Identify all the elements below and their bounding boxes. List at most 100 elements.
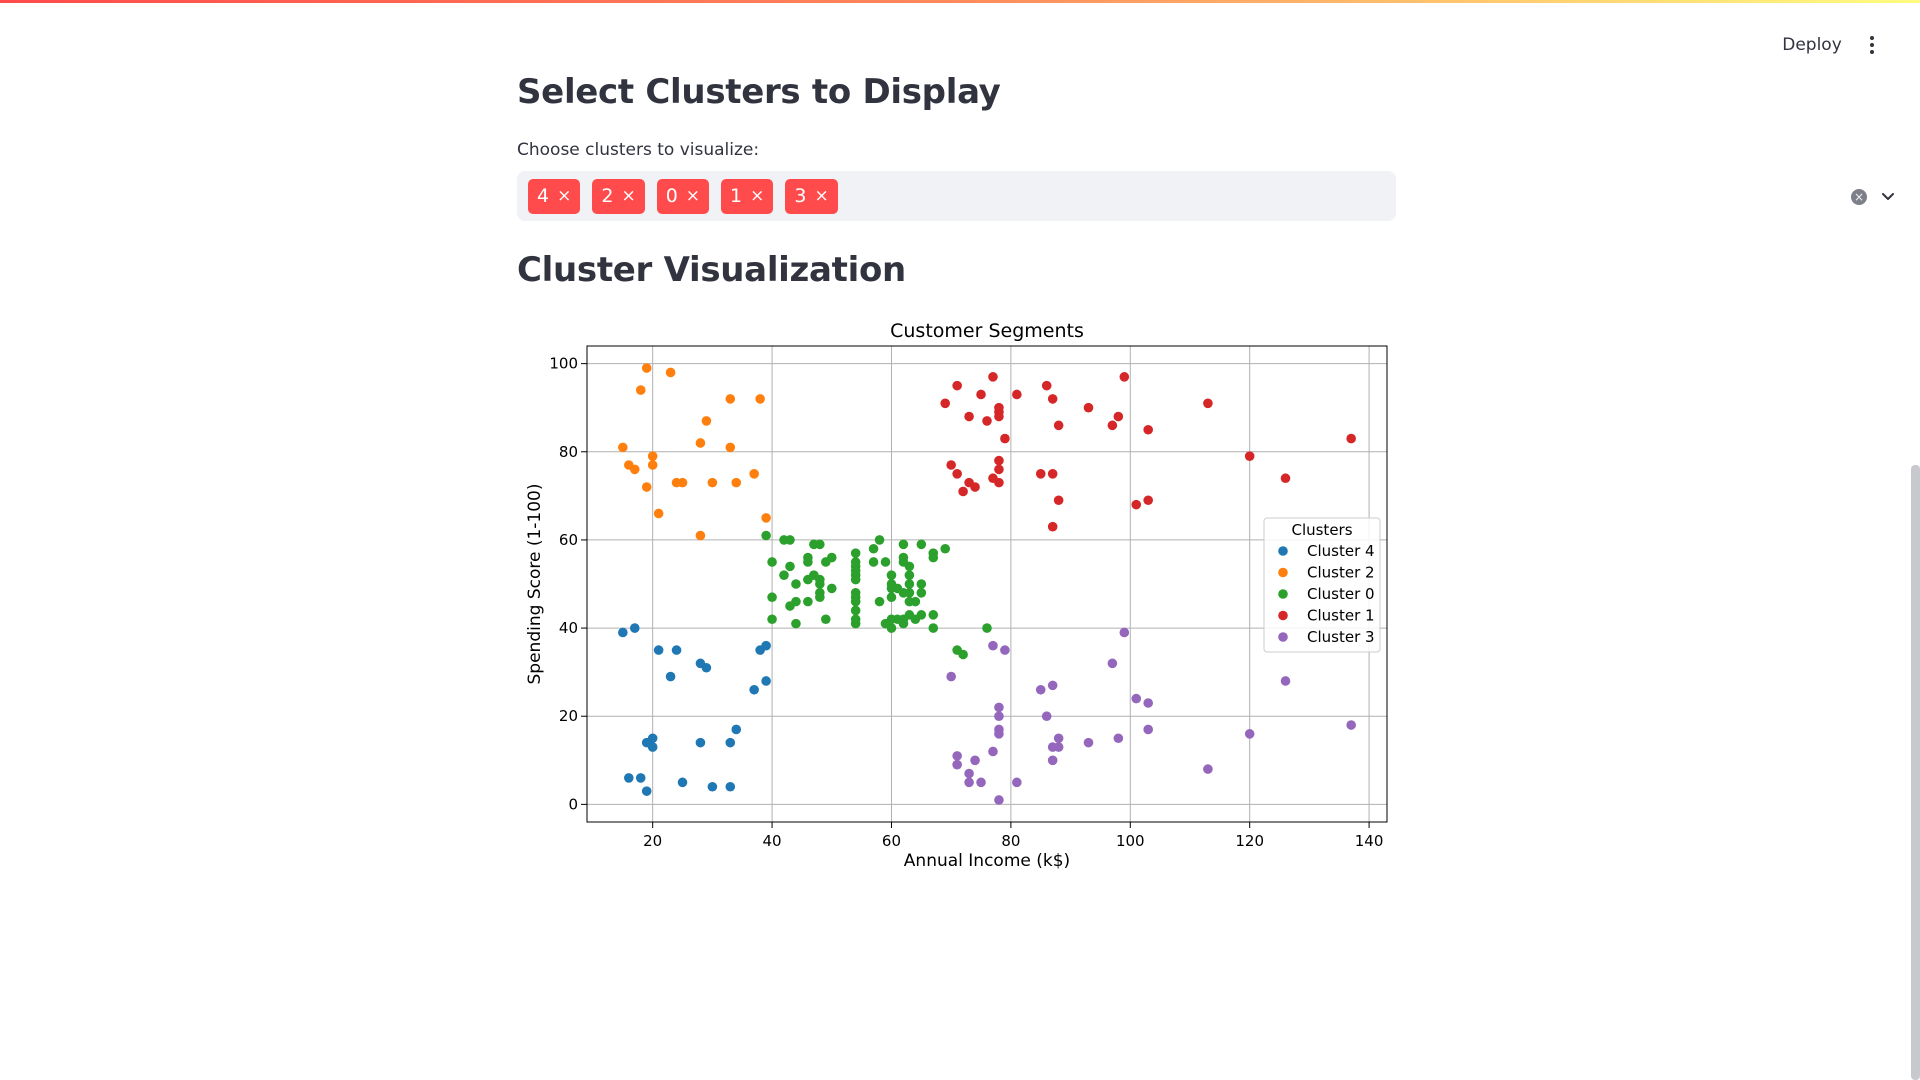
data-point (994, 455, 1004, 466)
data-point (874, 535, 885, 545)
data-point (767, 557, 777, 567)
x-tick-label: 40 (763, 832, 782, 850)
data-point (850, 557, 861, 567)
data-point (815, 579, 825, 589)
clear-all-icon[interactable]: × (1851, 189, 1867, 205)
data-point (904, 570, 915, 580)
data-point (785, 535, 795, 545)
data-point (665, 671, 676, 682)
data-point (904, 579, 915, 589)
data-point (677, 777, 688, 788)
data-point (779, 570, 789, 580)
cluster-tag-2[interactable]: 2 × (592, 178, 645, 214)
data-point (988, 746, 998, 757)
legend-marker (1278, 567, 1288, 578)
selected-tags: 4 × 2 × 0 × 1 × 3 × (517, 178, 838, 214)
remove-tag-icon[interactable]: × (557, 185, 572, 206)
data-point (928, 623, 939, 633)
data-point (671, 645, 682, 655)
remove-tag-icon[interactable]: × (621, 185, 636, 206)
data-point (1053, 420, 1064, 431)
remove-tag-icon[interactable]: × (685, 185, 701, 206)
data-point (826, 583, 837, 594)
data-point (946, 671, 956, 682)
data-point (916, 588, 927, 598)
data-point (1143, 698, 1153, 708)
data-point (1012, 389, 1022, 400)
data-point (1280, 473, 1291, 484)
data-point (964, 777, 974, 788)
data-point (1000, 433, 1010, 444)
data-point (1131, 693, 1142, 704)
data-point (701, 416, 712, 426)
data-point (1012, 777, 1022, 788)
data-point (731, 724, 742, 735)
data-point (868, 543, 879, 554)
data-point (623, 773, 634, 783)
data-point (1131, 499, 1142, 510)
data-point (1280, 676, 1291, 686)
data-point (815, 539, 825, 550)
data-point (994, 702, 1004, 713)
data-point (1047, 469, 1058, 479)
y-tick-label: 80 (559, 443, 578, 461)
remove-tag-icon[interactable]: × (750, 185, 765, 206)
top-decoration-bar (0, 0, 1920, 3)
data-point (904, 561, 915, 572)
data-point (755, 394, 765, 404)
tag-label: 2 (601, 185, 614, 207)
data-point (1047, 755, 1058, 766)
data-point (653, 508, 664, 519)
cluster-tag-1[interactable]: 1 × (721, 178, 774, 214)
data-point (635, 773, 646, 783)
data-point (641, 482, 652, 492)
data-point (988, 372, 998, 382)
data-point (725, 737, 736, 748)
select-clusters-heading: Select Clusters to Display (517, 72, 1001, 112)
cluster-tag-4[interactable]: 4 × (528, 178, 581, 214)
x-tick-label: 120 (1235, 832, 1264, 850)
data-point (1346, 720, 1356, 730)
chevron-down-icon[interactable] (1879, 187, 1897, 205)
scatter-chart: 20 40 60 80 100 120 140 0 20 40 60 80 100 Customer S… (525, 320, 1388, 871)
cluster-tag-0[interactable]: 0 × (656, 178, 710, 214)
data-point (767, 592, 777, 603)
remove-tag-icon[interactable]: × (814, 185, 829, 206)
data-point (821, 614, 831, 625)
data-point (1203, 764, 1213, 774)
cluster-multiselect[interactable]: 4 × 2 × 0 × 1 × 3 × × (517, 171, 1894, 221)
data-point (850, 618, 861, 629)
data-point (994, 729, 1004, 739)
tag-label: 0 (665, 185, 678, 207)
data-point (1143, 495, 1153, 506)
data-point (749, 684, 759, 695)
data-point (629, 464, 640, 475)
data-point (970, 755, 980, 766)
data-point (707, 781, 718, 792)
deploy-button[interactable]: Deploy (1774, 30, 1850, 60)
data-point (725, 442, 736, 453)
cluster-tag-3[interactable]: 3 × (785, 178, 838, 214)
data-point (916, 539, 927, 550)
data-point (850, 596, 861, 607)
data-point (910, 596, 921, 607)
y-tick-label: 100 (549, 355, 578, 373)
data-point (952, 469, 962, 479)
legend-box (1263, 517, 1381, 653)
data-point (898, 552, 909, 563)
data-point (731, 477, 742, 488)
data-point (976, 389, 986, 400)
x-tick-label: 140 (1355, 832, 1384, 850)
legend-label: Cluster 3 (1307, 628, 1375, 646)
data-point (826, 552, 837, 563)
data-point (1113, 411, 1124, 422)
data-point (647, 742, 658, 752)
data-point (850, 548, 861, 558)
data-point (618, 627, 628, 638)
scrollbar[interactable] (1911, 465, 1920, 1080)
data-point (1083, 402, 1094, 413)
main-menu-icon[interactable] (1858, 30, 1886, 60)
data-point (725, 394, 736, 404)
data-point (982, 416, 992, 426)
data-point (1047, 394, 1058, 404)
